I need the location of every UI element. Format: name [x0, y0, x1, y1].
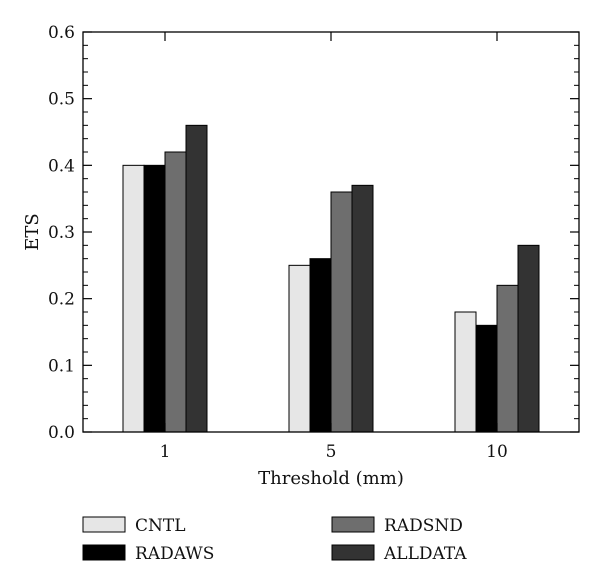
bar-cntl-5: [288, 264, 311, 433]
bar-cntl-1: [122, 164, 145, 433]
bar-radsnd-1: [164, 151, 187, 433]
legend-swatch-radsnd: [331, 516, 375, 533]
bar-radaws-5: [309, 258, 332, 433]
x-tick-label: 1: [160, 442, 171, 462]
legend-label-radaws: RADAWS: [135, 544, 214, 564]
bar-cntl-10: [454, 311, 477, 433]
bar-alldata-5: [351, 184, 374, 433]
y-tick-label: 0.6: [48, 23, 75, 43]
x-axis-label: Threshold (mm): [258, 468, 404, 489]
y-axis-label: ETS: [22, 213, 43, 250]
bar-radsnd-5: [330, 191, 353, 433]
ticks-layer: 0.0 0.1 0.2 0.3 0.4 0.5 0.6 1 5 10: [48, 23, 579, 462]
legend-swatch-alldata: [331, 544, 375, 561]
bar-radsnd-10: [496, 284, 519, 433]
legend-swatch-radaws: [82, 544, 126, 561]
x-tick-label: 5: [326, 442, 337, 462]
legend-label-alldata: ALLDATA: [383, 544, 467, 564]
bars-layer: [122, 124, 540, 433]
legend-swatch-cntl: [82, 516, 126, 533]
y-tick-label: 0.1: [48, 356, 75, 376]
legend: CNTL RADSND RADAWS ALLDATA: [82, 516, 467, 564]
bar-alldata-1: [185, 124, 208, 433]
y-tick-label: 0.0: [48, 423, 75, 443]
y-tick-label: 0.4: [48, 156, 75, 176]
bar-radaws-1: [143, 164, 166, 433]
legend-label-cntl: CNTL: [135, 516, 186, 536]
x-tick-label: 10: [486, 442, 508, 462]
y-tick-label: 0.3: [48, 223, 75, 243]
y-tick-label: 0.5: [48, 90, 75, 110]
bar-radaws-10: [475, 324, 498, 433]
y-tick-label: 0.2: [48, 290, 75, 310]
legend-label-radsnd: RADSND: [384, 516, 463, 536]
bar-alldata-10: [517, 244, 540, 433]
